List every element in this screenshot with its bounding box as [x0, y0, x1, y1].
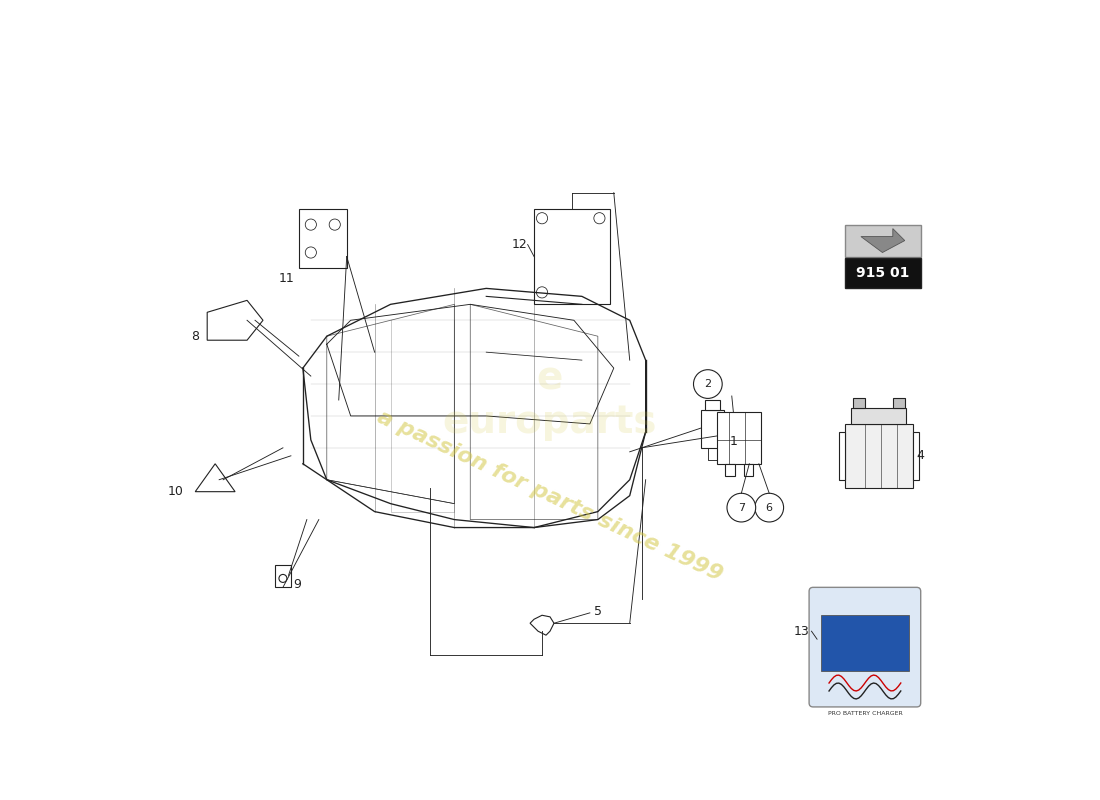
Text: 7: 7: [738, 502, 745, 513]
Bar: [845, 258, 921, 288]
Text: 10: 10: [167, 485, 184, 498]
Text: 4: 4: [916, 450, 925, 462]
Circle shape: [594, 213, 605, 224]
Bar: [717, 412, 761, 464]
Bar: [702, 410, 724, 448]
Polygon shape: [207, 300, 263, 340]
Bar: [725, 464, 735, 476]
Polygon shape: [861, 229, 905, 253]
Bar: [535, 209, 609, 304]
Polygon shape: [530, 615, 554, 635]
Text: 8: 8: [191, 330, 199, 342]
Text: 9: 9: [294, 578, 301, 591]
Text: a passion for parts since 1999: a passion for parts since 1999: [374, 406, 726, 585]
Bar: [744, 464, 754, 476]
Text: 13: 13: [793, 625, 810, 638]
Text: 915 01: 915 01: [856, 266, 910, 280]
Text: 6: 6: [766, 502, 772, 513]
Text: 12: 12: [512, 238, 528, 251]
Circle shape: [306, 219, 317, 230]
Bar: [821, 615, 909, 671]
Bar: [705, 400, 719, 410]
Circle shape: [693, 370, 723, 398]
Text: 11: 11: [279, 273, 295, 286]
Circle shape: [306, 247, 317, 258]
Circle shape: [755, 494, 783, 522]
Circle shape: [279, 574, 287, 582]
FancyBboxPatch shape: [810, 587, 921, 707]
Bar: [852, 398, 865, 408]
Text: 1: 1: [729, 435, 737, 448]
Bar: [838, 432, 845, 480]
Text: e
europarts: e europarts: [442, 359, 658, 441]
Circle shape: [727, 494, 756, 522]
Circle shape: [329, 219, 340, 230]
Bar: [299, 209, 346, 269]
Text: 2: 2: [704, 379, 712, 389]
Bar: [845, 424, 913, 488]
Text: 5: 5: [594, 605, 602, 618]
Circle shape: [537, 286, 548, 298]
Polygon shape: [195, 464, 235, 492]
Bar: [275, 565, 290, 587]
Bar: [851, 408, 906, 424]
Bar: [845, 225, 921, 257]
Circle shape: [537, 213, 548, 224]
Bar: [893, 398, 905, 408]
Bar: [913, 432, 920, 480]
Text: PRO BATTERY CHARGER: PRO BATTERY CHARGER: [827, 711, 902, 716]
